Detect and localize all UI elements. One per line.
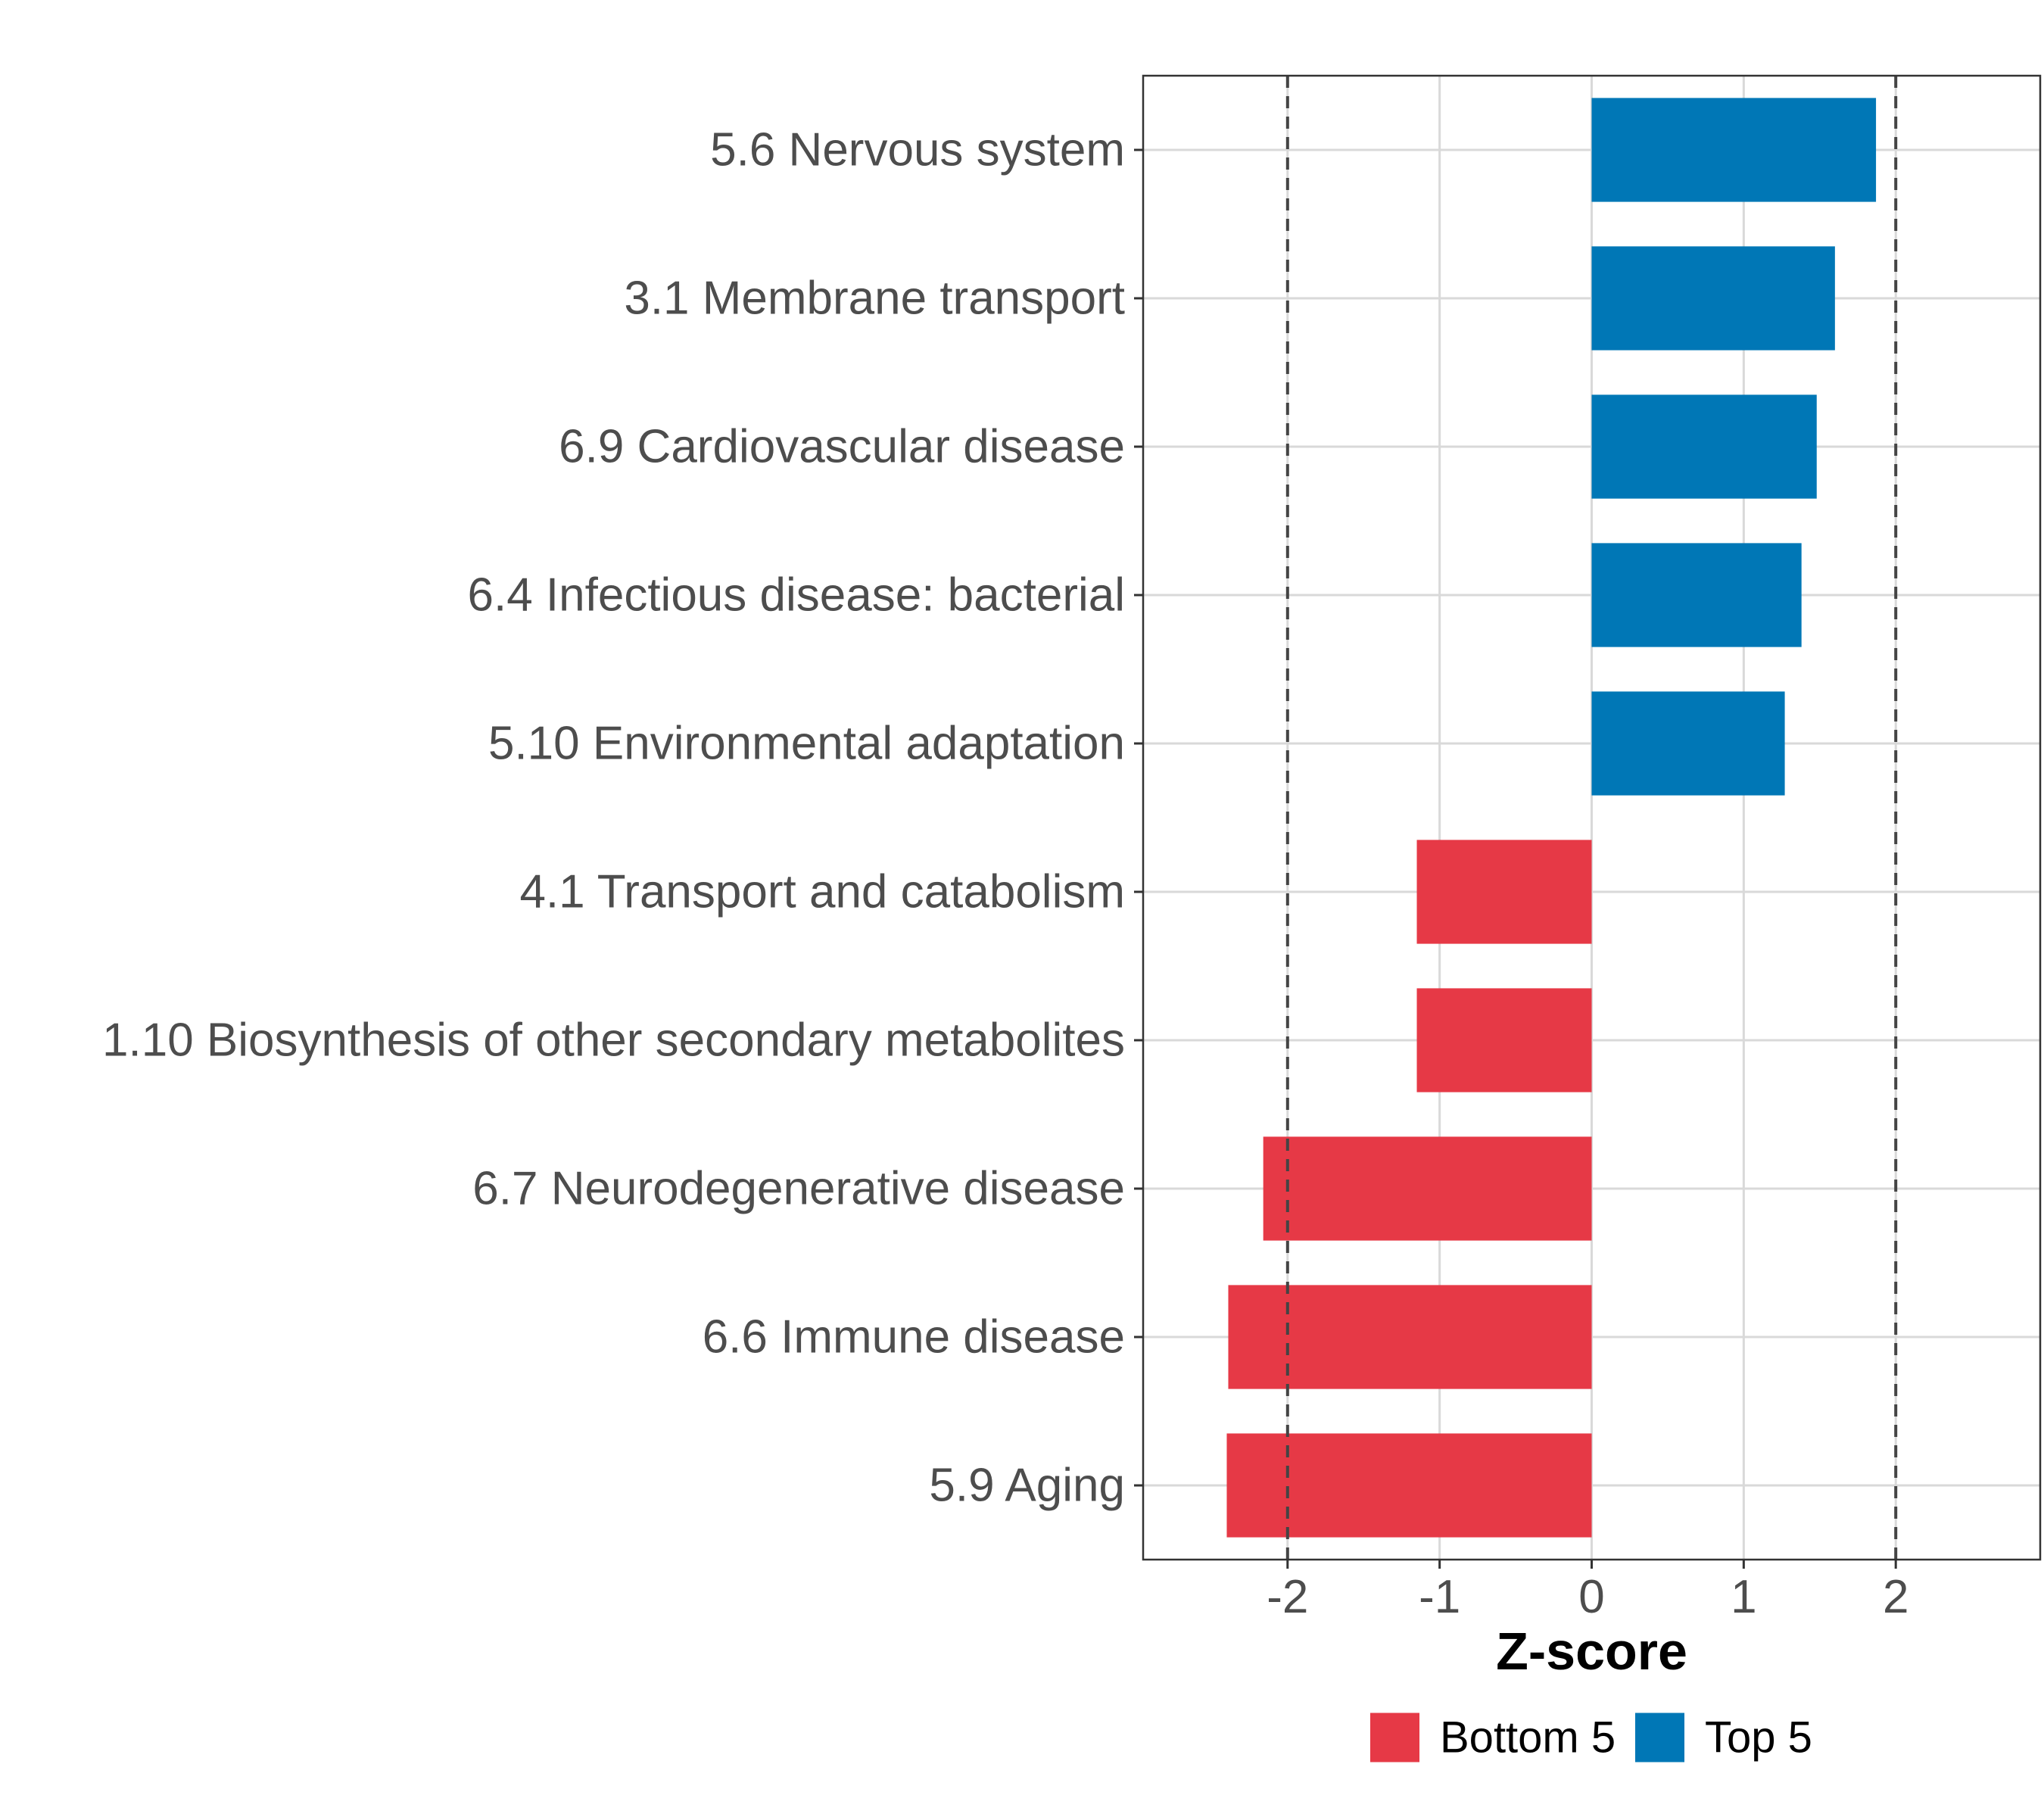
bar-4-1-transport-and-catabolism bbox=[1416, 840, 1592, 944]
y-tick-label-6-9-cardiovascular-disease: 6.9 Cardiovascular disease bbox=[559, 421, 1125, 473]
y-tick-label-6-7-neurodegenerative-disease: 6.7 Neurodegenerative disease bbox=[472, 1163, 1125, 1215]
y-tick-label-5-6-nervous-system: 5.6 Nervous system bbox=[710, 124, 1125, 176]
y-tick-label-5-10-environmental-adaptation: 5.10 Environmental adaptation bbox=[488, 718, 1125, 770]
x-tick-label-2: 2 bbox=[1883, 1571, 1908, 1623]
y-tick-label-4-1-transport-and-catabolism: 4.1 Transport and catabolism bbox=[519, 866, 1125, 918]
legend-key-top-5 bbox=[1635, 1713, 1684, 1762]
bar-6-6-immune-disease bbox=[1228, 1285, 1592, 1389]
y-tick-label-3-1-membrane-transport: 3.1 Membrane transport bbox=[624, 273, 1125, 325]
x-tick-label-1: 1 bbox=[1731, 1571, 1756, 1623]
bars bbox=[1226, 98, 1877, 1538]
x-tick-label-2: -2 bbox=[1267, 1571, 1308, 1623]
y-tick-label-1-10-biosynthesis-of-other-secondary-metabolites: 1.10 Biosynthesis of other secondary met… bbox=[102, 1014, 1125, 1067]
bar-5-9-aging bbox=[1226, 1433, 1592, 1538]
y-tick-label-6-6-immune-disease: 6.6 Immune disease bbox=[703, 1311, 1125, 1364]
legend-label-bottom-5: Bottom 5 bbox=[1440, 1713, 1616, 1762]
bar-1-10-biosynthesis-of-other-secondary-metabolites bbox=[1416, 988, 1592, 1092]
x-axis-title: Z-score bbox=[1496, 1622, 1687, 1681]
bar-3-1-membrane-transport bbox=[1591, 246, 1835, 351]
y-tick-label-5-9-aging: 5.9 Aging bbox=[929, 1460, 1125, 1512]
y-axis: 5.6 Nervous system 3.1 Membrane transport… bbox=[102, 124, 1143, 1512]
bar-6-9-cardiovascular-disease bbox=[1591, 394, 1817, 499]
legend-key-bottom-5 bbox=[1370, 1713, 1419, 1762]
legend: Bottom 5 Top 5 bbox=[1370, 1713, 1812, 1762]
bar-5-6-nervous-system bbox=[1591, 98, 1877, 202]
reference-lines bbox=[1285, 76, 1898, 1560]
bar-5-10-environmental-adaptation bbox=[1591, 691, 1785, 796]
legend-label-top-5: Top 5 bbox=[1705, 1713, 1812, 1762]
y-tick-label-6-4-infectious-disease-bacterial: 6.4 Infectious disease: bacterial bbox=[467, 569, 1125, 622]
x-axis: -2 -1 0 1 2 bbox=[1267, 1560, 1908, 1623]
bar-6-4-infectious-disease-bacterial bbox=[1591, 543, 1802, 647]
x-tick-label-1: -1 bbox=[1419, 1571, 1460, 1623]
bar-6-7-neurodegenerative-disease bbox=[1263, 1136, 1592, 1241]
x-tick-label-0: 0 bbox=[1578, 1571, 1604, 1623]
